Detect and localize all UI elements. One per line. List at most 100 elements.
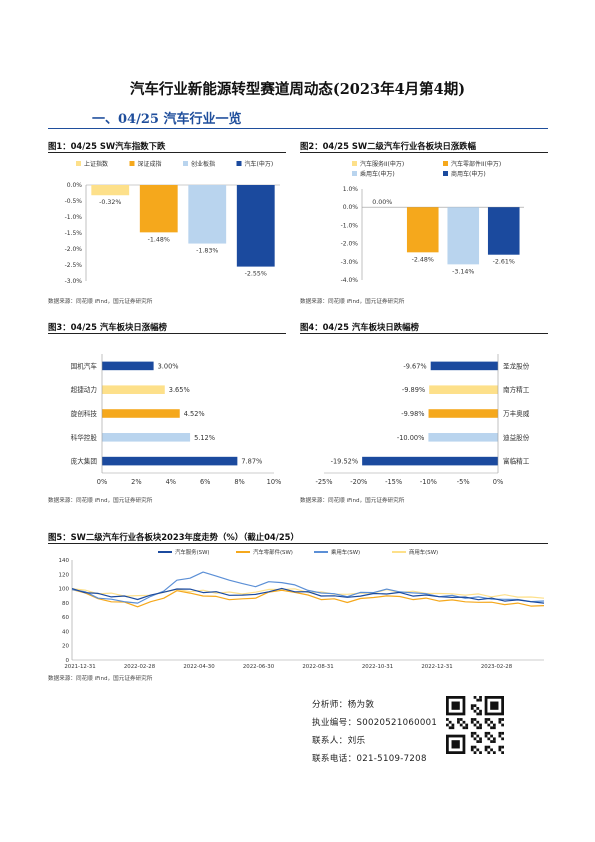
y-tick-label: 1.0% xyxy=(343,186,359,193)
x-tick-label: 2021-12-31 xyxy=(64,664,95,670)
bar xyxy=(102,456,238,466)
fig4-source: 数据来源：同花顺 iFind，国元证券研究所 xyxy=(300,498,405,504)
fig2-chart: 汽车服务II(申万) 汽车零部件II(申万) 乘用车(申万) 商用车(申万) 1.0% 0… xyxy=(341,160,524,284)
x-tick-label: -20% xyxy=(350,478,367,486)
x-tick-label: 2022-12-31 xyxy=(421,664,452,670)
qr-module xyxy=(492,723,496,727)
qr-module xyxy=(470,704,474,708)
qr-module xyxy=(490,720,493,724)
data-label: -9.98% xyxy=(401,410,424,418)
data-label: -10.00% xyxy=(397,434,425,442)
fig2-rule xyxy=(300,152,548,153)
x-tick-label: -5% xyxy=(457,478,470,486)
qr-module xyxy=(479,737,482,741)
qr-module xyxy=(498,734,502,738)
fig1-chart: 上证指数 深证成指 创业板指 汽车(申万) 0.0% -0.5% -1.0% -1.5% -2.… xyxy=(65,160,280,285)
qr-module xyxy=(479,698,482,702)
analyst-name: 分析师：杨为敦 xyxy=(312,700,375,710)
qr-module xyxy=(479,712,482,716)
qr-module xyxy=(479,726,482,730)
qr-module xyxy=(473,704,477,708)
fig1-source: 数据来源：同花顺 iFind，国元证券研究所 xyxy=(48,299,153,305)
qr-module xyxy=(476,734,480,738)
data-label: -1.48% xyxy=(148,236,170,243)
contact-phone: 联系电话：021-5109-7208 xyxy=(312,754,427,764)
qr-module xyxy=(479,723,482,727)
x-tick-label: 4% xyxy=(166,478,176,486)
bar xyxy=(430,361,498,371)
legend-label: 商用车(SW) xyxy=(409,548,438,556)
y-tick-label: -2.5% xyxy=(65,262,83,269)
qr-module xyxy=(451,723,455,727)
data-label: 3.65% xyxy=(169,386,190,394)
legend-swatch xyxy=(76,161,81,166)
qr-module xyxy=(470,734,474,738)
qr-module xyxy=(465,726,469,730)
x-tick-label: 8% xyxy=(234,478,244,486)
data-label: 7.87% xyxy=(241,458,262,466)
fig3-title: 图3：04/25 汽车板块日涨幅榜 xyxy=(48,322,167,332)
legend-swatch xyxy=(443,161,448,166)
data-label: -3.14% xyxy=(452,268,474,275)
y-tick-label: 0.0% xyxy=(343,204,359,211)
x-tick-label: 0% xyxy=(493,478,503,486)
qr-module xyxy=(490,726,493,730)
data-label: 5.12% xyxy=(194,434,215,442)
legend-label: 乘用车(申万) xyxy=(360,170,395,178)
qr-module xyxy=(459,723,463,727)
x-tick-label: 2023-02-28 xyxy=(481,664,513,670)
qr-module xyxy=(501,745,504,749)
qr-module xyxy=(473,751,477,754)
fig3-rule xyxy=(48,333,286,334)
x-tick-label: 6% xyxy=(200,478,210,486)
fig5-title: 图5：SW二级汽车行业各板块2023年度走势（%）（截止04/25） xyxy=(48,532,299,542)
qr-module xyxy=(498,745,502,749)
x-tick-label: -15% xyxy=(385,478,402,486)
qr-module xyxy=(492,737,496,741)
data-label: 4.52% xyxy=(184,410,205,418)
qr-module xyxy=(479,751,482,754)
qr-module xyxy=(484,748,488,752)
y-tick-label: 80 xyxy=(62,601,69,607)
legend-label: 汽车服务(SW) xyxy=(175,548,210,556)
qr-module xyxy=(498,748,502,752)
bar xyxy=(188,185,227,244)
qr-module xyxy=(492,740,496,743)
y-tick-label: 20 xyxy=(62,644,69,650)
fig5-source: 数据来源：同花顺 iFind，国元证券研究所 xyxy=(48,676,153,682)
legend-label: 上证指数 xyxy=(84,160,108,168)
legend-swatch xyxy=(443,171,448,176)
qr-finder-core xyxy=(451,701,460,710)
section-divider xyxy=(48,128,548,129)
fig5-chart: 汽车服务(SW) 汽车零部件(SW) 乘用车(SW) 商用车(SW) 0 20 40 60 80… xyxy=(59,548,545,670)
category-label: 圣龙股份 xyxy=(503,361,530,370)
qr-module xyxy=(473,723,477,727)
y-tick-label: -0.5% xyxy=(65,198,83,205)
data-label: 0.00% xyxy=(372,199,392,206)
y-tick-label: -1.5% xyxy=(65,230,83,237)
qr-module xyxy=(476,698,480,702)
qr-finder-core xyxy=(490,701,499,710)
legend-swatch xyxy=(236,161,242,166)
qr-module xyxy=(501,723,504,727)
qr-module xyxy=(473,696,477,699)
y-tick-label: -1.0% xyxy=(341,222,359,229)
qr-module xyxy=(490,734,493,738)
qr-module xyxy=(457,718,460,721)
bar xyxy=(91,185,130,196)
qr-module xyxy=(473,718,477,721)
fig4-chart: 圣龙股份 -9.67% 南方精工 -9.89% 万丰奥威 -9.98% 迪益股份 -10.00… xyxy=(315,354,530,486)
qr-module xyxy=(479,740,482,743)
qr-module xyxy=(459,718,463,721)
qr-module xyxy=(501,737,504,741)
bar xyxy=(102,433,191,442)
qr-module xyxy=(498,720,502,724)
bar xyxy=(487,207,520,255)
fig2-source: 数据来源：同花顺 iFind，国元证券研究所 xyxy=(300,299,405,305)
qr-module xyxy=(473,709,477,713)
category-label: 科华控股 xyxy=(71,433,98,442)
y-tick-label: -2.0% xyxy=(65,246,83,253)
bar xyxy=(428,433,498,442)
data-label: -2.55% xyxy=(245,271,267,278)
legend-label: 汽车零部件II(申万) xyxy=(451,160,501,168)
